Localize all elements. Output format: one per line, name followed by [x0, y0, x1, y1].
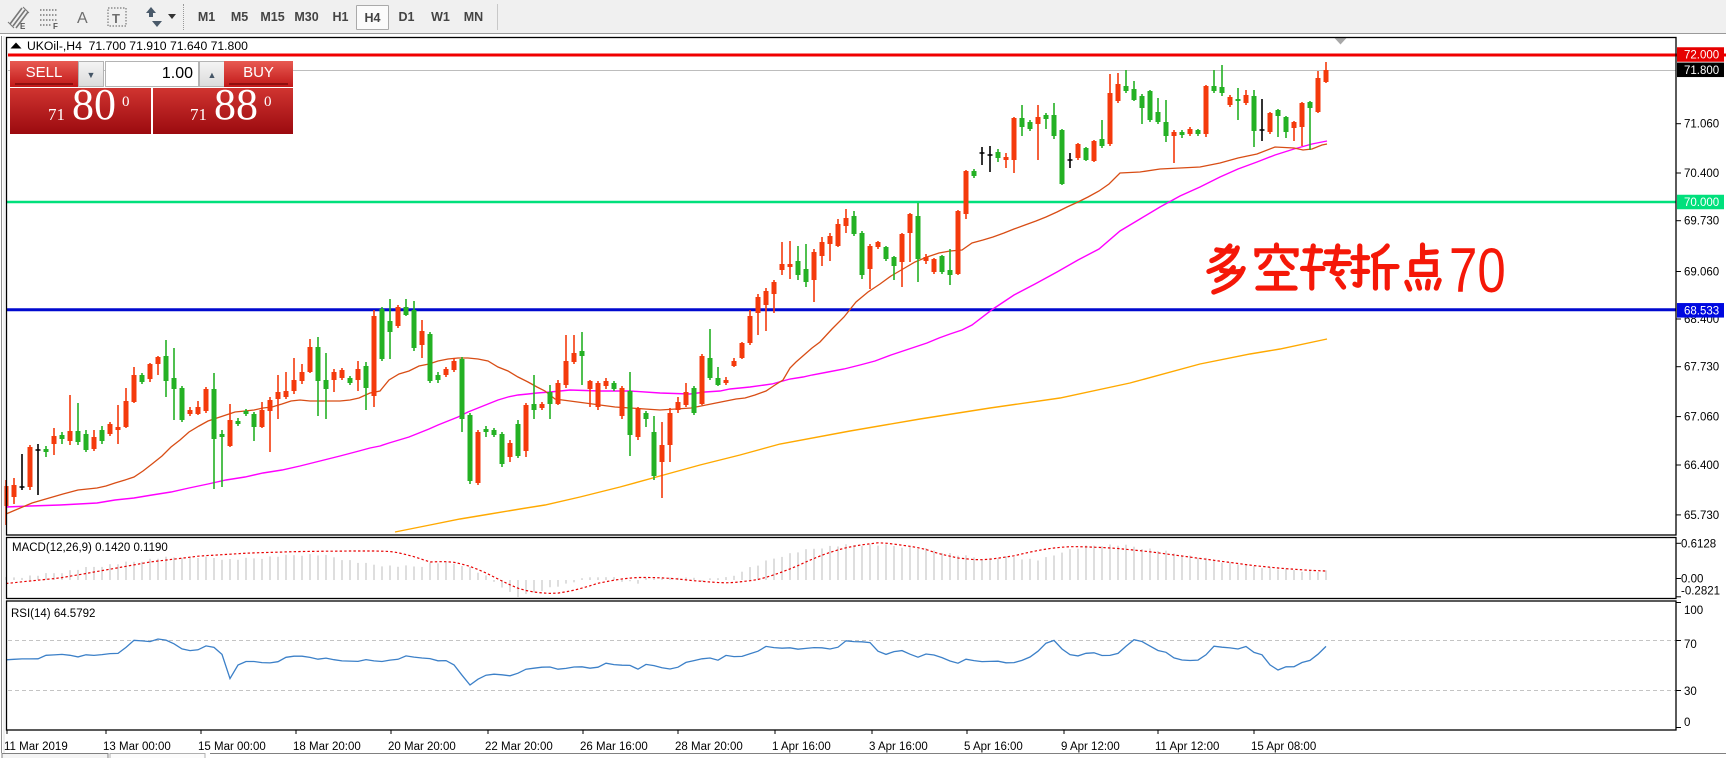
svg-text:15 Apr 08:00: 15 Apr 08:00: [1251, 741, 1316, 753]
svg-text:T: T: [112, 11, 120, 26]
svg-text:MACD(12,26,9) 0.1420 0.1190: MACD(12,26,9) 0.1420 0.1190: [12, 542, 168, 554]
svg-text:3 Apr 16:00: 3 Apr 16:00: [869, 741, 928, 753]
svg-text:26 Mar 16:00: 26 Mar 16:00: [580, 741, 648, 753]
svg-text:65.730: 65.730: [1684, 510, 1719, 522]
svg-text:UKOil-,H4 71.700 71.910 71.64: UKOil-,H4 71.700 71.910 71.640 71.800: [27, 39, 248, 53]
svg-text:69.730: 69.730: [1684, 216, 1719, 228]
svg-text:70: 70: [1684, 639, 1697, 651]
svg-text:68.533: 68.533: [1684, 305, 1719, 317]
svg-text:1 Apr 16:00: 1 Apr 16:00: [772, 741, 831, 753]
svg-text:69.060: 69.060: [1684, 267, 1719, 279]
svg-text:0.00: 0.00: [1681, 574, 1703, 586]
svg-text:71.060: 71.060: [1684, 119, 1719, 131]
svg-text:E: E: [20, 22, 26, 31]
svg-text:11 Apr 12:00: 11 Apr 12:00: [1155, 741, 1219, 753]
svg-text:66.400: 66.400: [1684, 460, 1719, 472]
svg-text:5 Apr 16:00: 5 Apr 16:00: [964, 741, 1023, 753]
svg-text:70.000: 70.000: [1684, 197, 1719, 209]
svg-text:0: 0: [1684, 717, 1690, 729]
svg-text:70.400: 70.400: [1684, 168, 1719, 180]
svg-text:100: 100: [1684, 605, 1703, 617]
svg-text:-0.2821: -0.2821: [1681, 586, 1720, 598]
svg-text:11 Mar 2019: 11 Mar 2019: [4, 741, 68, 753]
svg-text:67.730: 67.730: [1684, 362, 1719, 374]
svg-text:67.060: 67.060: [1684, 412, 1719, 424]
svg-text:13 Mar 00:00: 13 Mar 00:00: [103, 741, 171, 753]
svg-text:71.800: 71.800: [1684, 65, 1719, 77]
svg-text:22 Mar 20:00: 22 Mar 20:00: [485, 741, 553, 753]
svg-text:A: A: [77, 10, 88, 27]
svg-text:70: 70: [1449, 236, 1506, 306]
svg-text:20 Mar 20:00: 20 Mar 20:00: [388, 741, 456, 753]
svg-text:9 Apr 12:00: 9 Apr 12:00: [1061, 741, 1120, 753]
svg-text:28 Mar 20:00: 28 Mar 20:00: [675, 741, 743, 753]
svg-text:15 Mar 00:00: 15 Mar 00:00: [198, 741, 266, 753]
svg-text:0.6128: 0.6128: [1681, 538, 1716, 550]
svg-text:F: F: [53, 22, 58, 31]
svg-text:RSI(14) 64.5792: RSI(14) 64.5792: [11, 608, 95, 620]
svg-text:30: 30: [1684, 686, 1697, 698]
svg-text:18 Mar 20:00: 18 Mar 20:00: [293, 741, 361, 753]
svg-text:72.000: 72.000: [1684, 50, 1719, 62]
